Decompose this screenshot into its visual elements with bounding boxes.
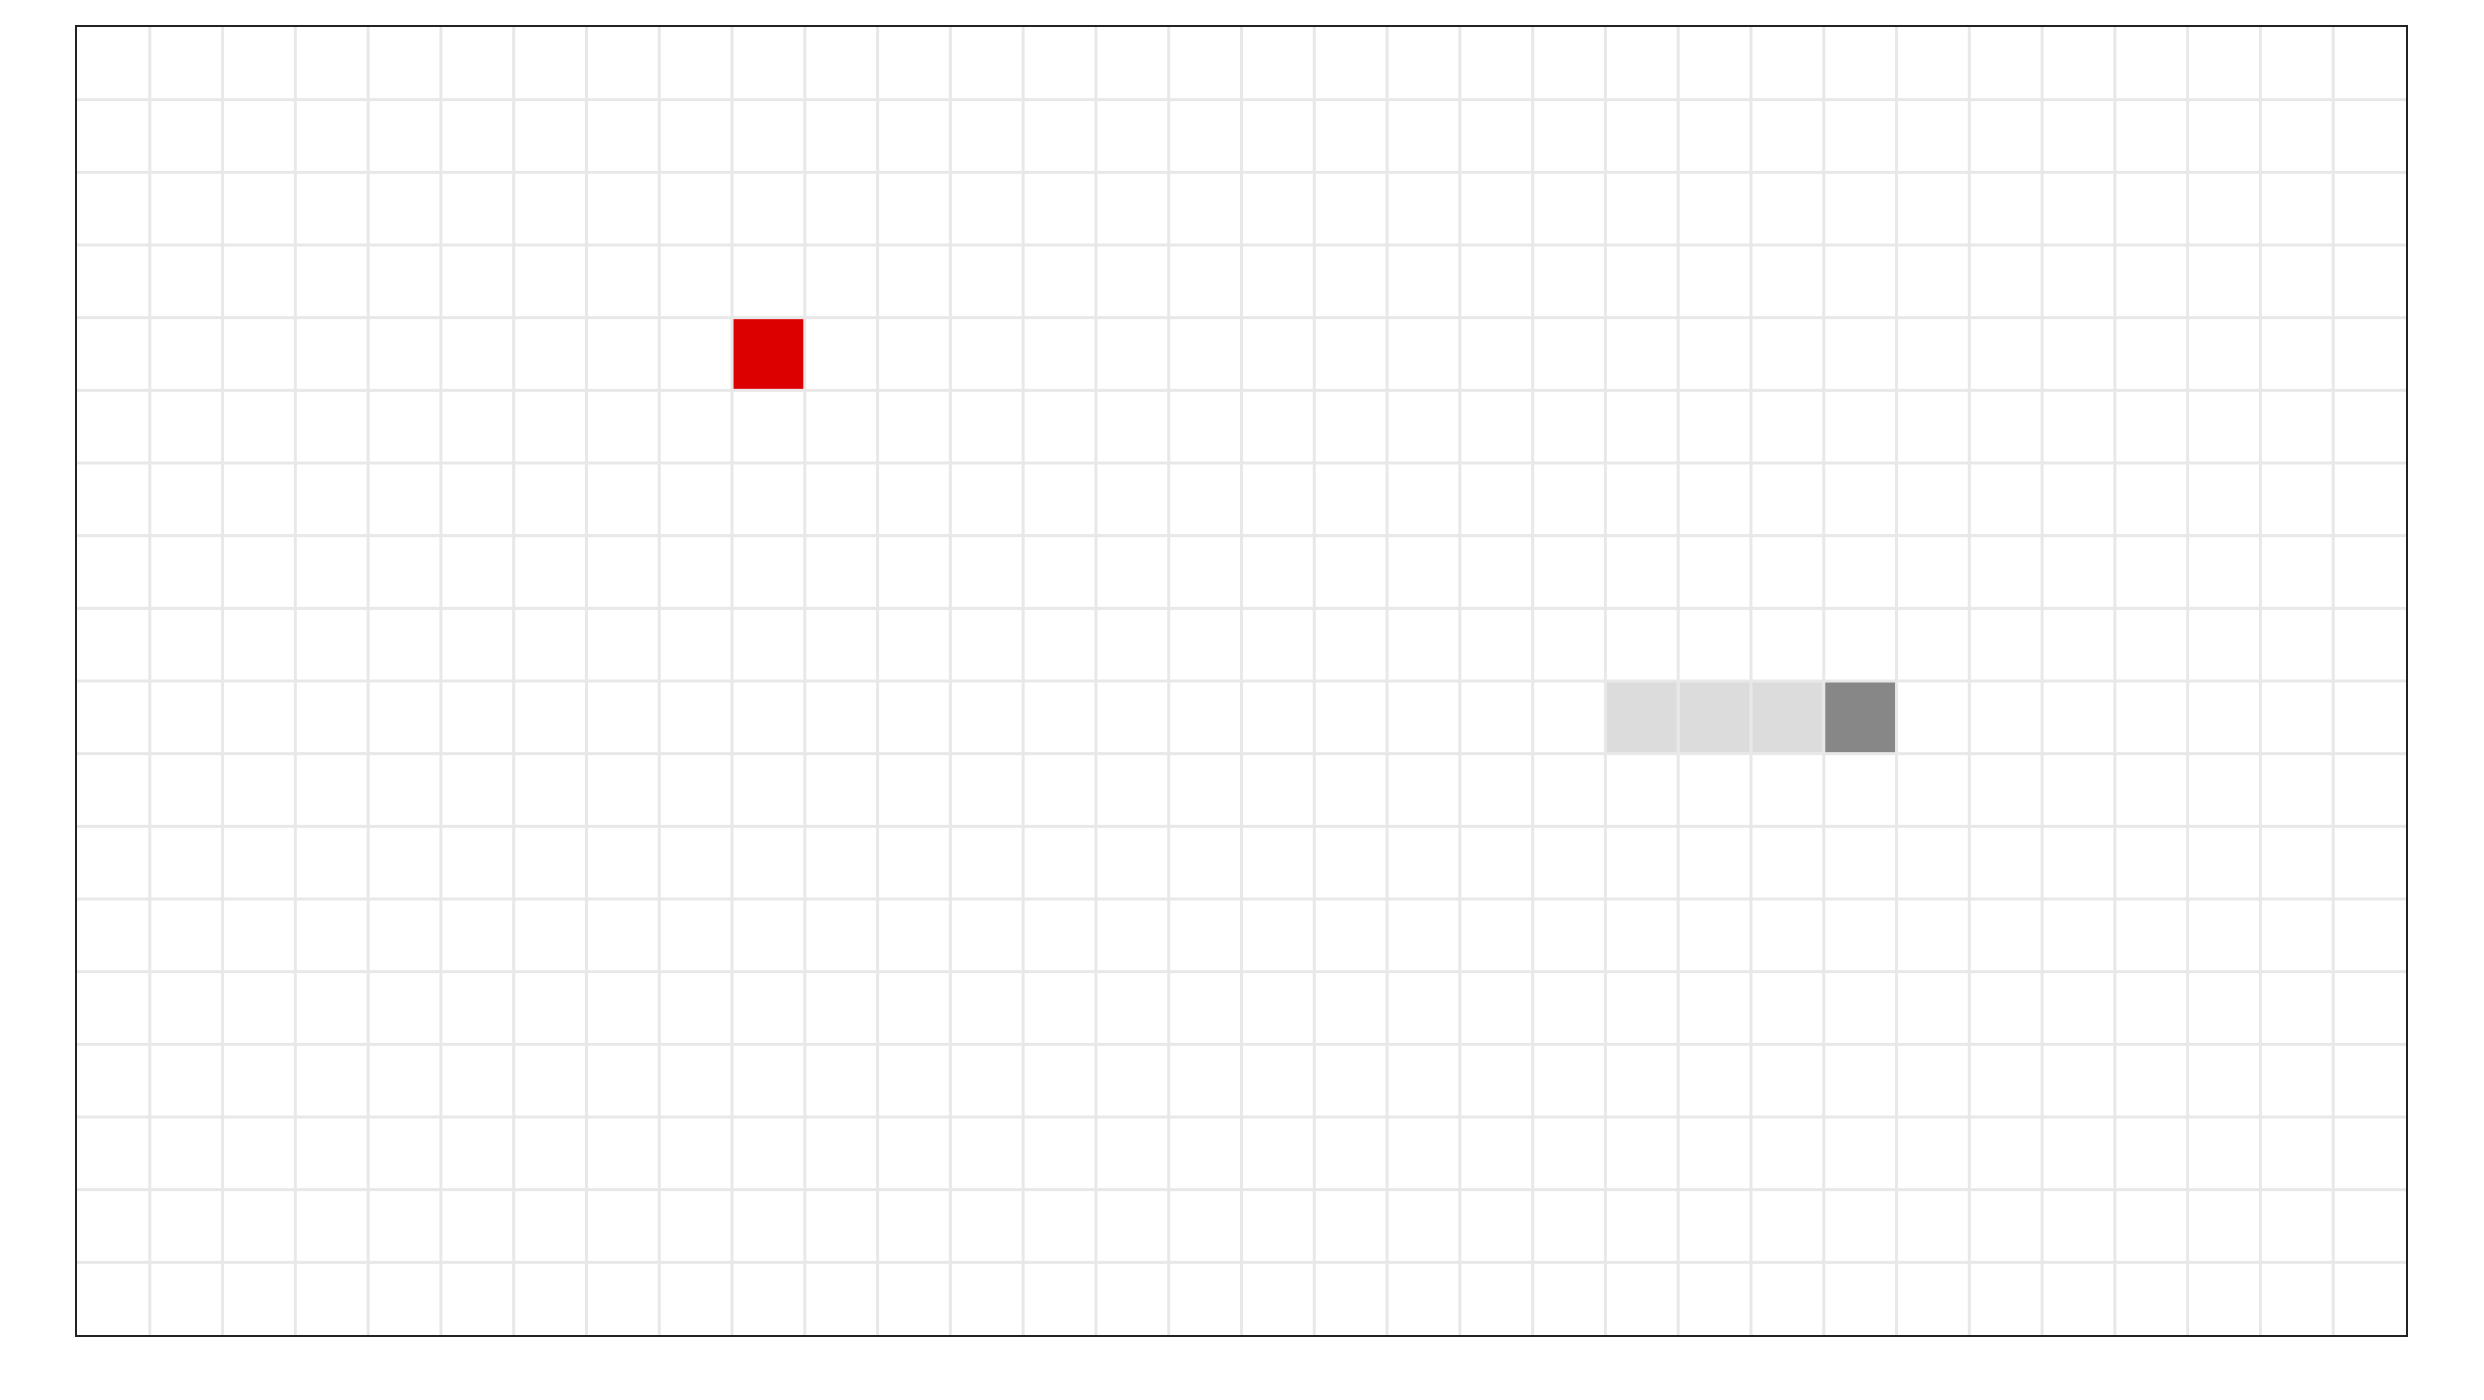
snake-body-segment: [1679, 682, 1750, 753]
snake: [1606, 682, 1896, 753]
board-canvas: [77, 27, 2406, 1335]
game-board[interactable]: [75, 25, 2408, 1337]
snake-head: [1825, 682, 1896, 753]
food-layer: [733, 319, 804, 389]
snake-body-segment: [1606, 682, 1677, 753]
food-pellet: [733, 319, 804, 389]
snake-body-segment: [1752, 682, 1823, 753]
grid-lines: [77, 27, 2406, 1335]
